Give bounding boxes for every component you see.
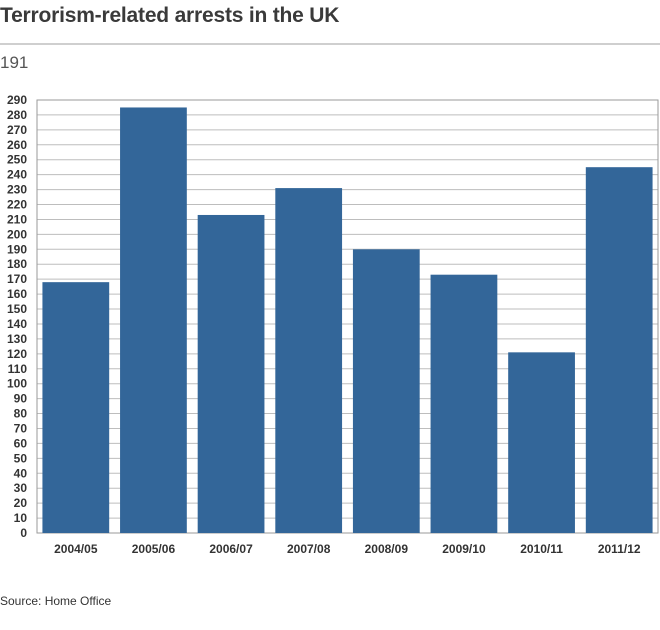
y-tick-label: 210 xyxy=(7,212,27,226)
plot-frame xyxy=(36,99,659,534)
y-tick-label: 220 xyxy=(7,198,27,212)
y-tick-label: 170 xyxy=(7,272,27,286)
y-tick-label: 180 xyxy=(7,257,27,271)
y-tick-label: 230 xyxy=(7,183,27,197)
y-tick-label: 250 xyxy=(7,153,27,167)
bar-2007-08 xyxy=(275,188,343,533)
x-tick-label: 2007/08 xyxy=(287,542,331,556)
y-tick-label: 50 xyxy=(14,451,28,465)
y-tick-label: 240 xyxy=(7,168,27,182)
y-tick-label: 60 xyxy=(14,436,28,450)
y-tick-label: 100 xyxy=(7,377,27,391)
y-tick-label: 120 xyxy=(7,347,27,361)
y-tick-label: 140 xyxy=(7,317,27,331)
x-tick-label: 2009/10 xyxy=(442,542,486,556)
chart-title: Terrorism-related arrests in the UK xyxy=(0,4,340,27)
y-tick-label: 80 xyxy=(14,407,28,421)
x-tick-label: 2006/07 xyxy=(209,542,253,556)
x-tick-label: 2011/12 xyxy=(598,542,641,556)
bar-chart: 0102030405060708090100110120130140150160… xyxy=(7,93,659,556)
x-tick-label: 2005/06 xyxy=(132,542,176,556)
bar-2009-10 xyxy=(430,274,498,533)
bar-2006-07 xyxy=(197,214,265,533)
y-tick-label: 150 xyxy=(7,302,27,316)
title-divider xyxy=(0,43,660,45)
y-tick-label: 40 xyxy=(14,466,28,480)
y-tick-label: 200 xyxy=(7,227,27,241)
y-tick-label: 0 xyxy=(20,526,27,540)
bar-2004-05 xyxy=(42,282,110,533)
y-tick-label: 130 xyxy=(7,332,27,346)
bar-2010-11 xyxy=(508,352,575,533)
x-tick-label: 2010/11 xyxy=(520,542,563,556)
y-tick-label: 280 xyxy=(7,108,27,122)
y-tick-label: 190 xyxy=(7,242,27,256)
y-tick-label: 30 xyxy=(14,481,28,495)
y-tick-label: 90 xyxy=(14,392,28,406)
y-tick-label: 110 xyxy=(8,362,28,376)
bar-2008-09 xyxy=(352,249,420,533)
y-tick-label: 260 xyxy=(7,138,27,152)
source-note: Source: Home Office xyxy=(0,594,112,608)
x-tick-label: 2004/05 xyxy=(54,542,98,556)
chart-subtitle: 191 xyxy=(0,53,29,72)
bar-2011-12 xyxy=(585,167,653,534)
y-tick-label: 270 xyxy=(7,123,27,137)
y-tick-label: 160 xyxy=(7,287,27,301)
y-tick-label: 20 xyxy=(14,496,28,510)
x-tick-label: 2008/09 xyxy=(365,542,409,556)
y-tick-label: 290 xyxy=(7,93,27,107)
bar-2005-06 xyxy=(120,107,187,533)
y-tick-label: 70 xyxy=(14,421,28,435)
y-tick-label: 10 xyxy=(14,511,28,525)
